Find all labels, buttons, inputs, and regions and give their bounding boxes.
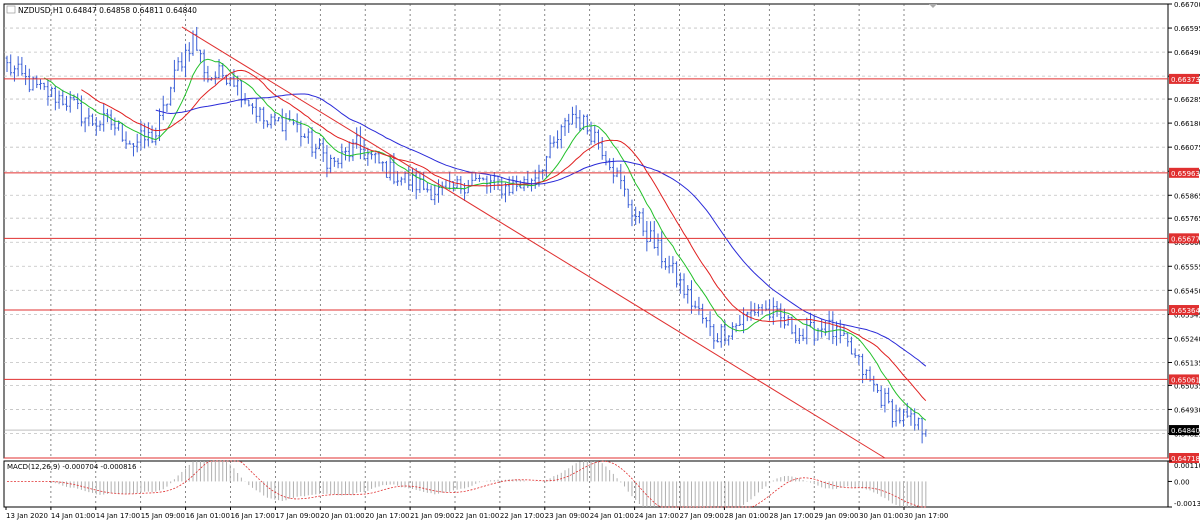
price-tick-label: 0.65765	[1174, 215, 1200, 223]
time-tick-label: 16 Jan 01:00	[186, 512, 230, 520]
macd-signal-line	[7, 460, 926, 508]
level-tag	[1169, 305, 1199, 316]
price-tick-label: 0.65135	[1174, 359, 1200, 367]
time-tick-label: 28 Jan 01:00	[724, 512, 768, 520]
time-tick-label: 24 Jan 17:00	[635, 512, 679, 520]
price-tick-label: 0.65345	[1174, 311, 1200, 319]
time-tick-label: 30 Jan 17:00	[904, 512, 948, 520]
time-tick-label: 23 Jan 09:00	[545, 512, 589, 520]
main-pane-frame	[3, 3, 1169, 459]
time-tick-label: 27 Jan 09:00	[680, 512, 724, 520]
level-tag-label: 0.65677	[1171, 235, 1200, 243]
level-tag	[1169, 167, 1199, 178]
price-tick-label: 0.66285	[1174, 96, 1200, 104]
trend-line[interactable]	[181, 26, 886, 459]
price-tick-label: 0.65865	[1174, 192, 1200, 200]
symbol-menu-icon[interactable]	[6, 5, 16, 14]
time-tick-label: 20 Jan 01:00	[320, 512, 364, 520]
moving-average-line	[43, 58, 927, 421]
level-tag	[1169, 374, 1199, 385]
moving-average-line	[155, 93, 927, 367]
macd-histogram-group	[51, 461, 927, 507]
time-tick-label: 16 Jan 17:00	[231, 512, 275, 520]
time-tick-label: 30 Jan 01:00	[859, 512, 903, 520]
time-tick-label: 29 Jan 09:00	[814, 512, 858, 520]
level-tag	[1169, 73, 1199, 84]
time-tick-label: 20 Jan 17:00	[365, 512, 409, 520]
level-tag	[1169, 233, 1199, 244]
level-tag-label: 0.65364	[1171, 307, 1200, 315]
price-tick-label: 0.65555	[1174, 263, 1200, 271]
time-tick-label: 22 Jan 01:00	[455, 512, 499, 520]
macd-label: MACD(12,26,9) -0.000704 -0.000816	[7, 463, 137, 471]
level-tag	[1169, 453, 1199, 463]
price-tick-label: 0.65035	[1174, 382, 1200, 390]
time-tick-label: 22 Jan 17:00	[500, 512, 544, 520]
time-tick-label: 28 Jan 17:00	[769, 512, 813, 520]
price-tick-label: 0.66075	[1174, 144, 1200, 152]
current-price-tag	[1169, 425, 1199, 436]
macd-tick-label: 0.001101	[1174, 462, 1200, 470]
time-tick-label: 13 Jan 2020	[6, 512, 48, 520]
time-tick-label: 15 Jan 09:00	[141, 512, 185, 520]
level-tag-label: 0.66373	[1171, 76, 1200, 84]
time-tick-label: 21 Jan 09:00	[410, 512, 454, 520]
macd-pane-frame	[3, 460, 1169, 508]
current-price-label: 0.64840	[1171, 427, 1200, 435]
price-tick-label: 0.64930	[1174, 406, 1200, 414]
chart-shift-marker-icon[interactable]	[929, 4, 937, 8]
moving-average-line	[81, 69, 927, 402]
time-tick-label: 14 Jan 01:00	[51, 512, 95, 520]
macd-tick-label: 0.00	[1174, 478, 1190, 486]
chart-symbol-title: NZDUSD,H1 0.64847 0.64858 0.64811 0.6484…	[18, 6, 197, 15]
macd-tick-label: -0.001378	[1174, 500, 1200, 508]
level-tag-label: 0.65963	[1171, 170, 1200, 178]
price-tick-label: 0.66595	[1174, 25, 1200, 33]
time-tick-label: 14 Jan 17:00	[96, 512, 140, 520]
level-tag-label: 0.65061	[1171, 376, 1200, 384]
time-tick-label: 24 Jan 01:00	[590, 512, 634, 520]
time-tick-label: 17 Jan 09:00	[275, 512, 319, 520]
level-tag-label: 0.64718	[1171, 455, 1200, 463]
